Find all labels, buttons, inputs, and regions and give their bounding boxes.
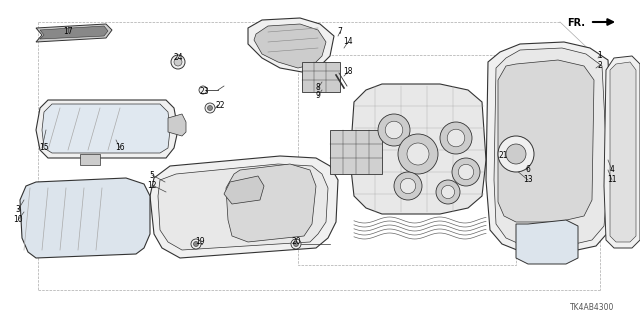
Polygon shape [248,18,334,72]
Polygon shape [254,24,326,68]
Circle shape [193,242,198,246]
Text: FR.: FR. [567,18,585,28]
Circle shape [440,122,472,154]
Polygon shape [610,62,636,242]
Text: 10: 10 [13,215,23,225]
Polygon shape [168,114,186,136]
Text: 6: 6 [525,165,531,174]
Circle shape [394,172,422,200]
Text: 7: 7 [337,28,342,36]
Circle shape [498,136,534,172]
Polygon shape [498,60,594,222]
Polygon shape [350,84,486,214]
Text: 13: 13 [523,175,533,185]
Circle shape [199,86,207,94]
Bar [302,62,340,92]
Text: 19: 19 [195,237,205,246]
Text: 23: 23 [199,87,209,97]
Text: 22: 22 [215,100,225,109]
Polygon shape [36,100,178,158]
Text: 14: 14 [343,37,353,46]
Circle shape [171,55,185,69]
Circle shape [291,239,301,249]
Circle shape [506,144,526,164]
Circle shape [398,134,438,174]
Polygon shape [224,176,264,204]
Text: 21: 21 [499,150,508,159]
Text: 16: 16 [115,143,125,153]
Text: 12: 12 [147,180,157,189]
Polygon shape [226,164,316,242]
Circle shape [447,129,465,147]
Text: 18: 18 [343,68,353,76]
Text: 15: 15 [39,143,49,153]
Bar [330,130,382,174]
Text: 8: 8 [316,84,321,92]
Polygon shape [604,56,640,248]
Polygon shape [36,24,112,42]
Text: 11: 11 [607,175,617,185]
Polygon shape [40,26,108,39]
Circle shape [436,180,460,204]
Text: TK4AB4300: TK4AB4300 [570,303,614,313]
Polygon shape [20,178,150,258]
Text: 1: 1 [598,51,602,60]
Polygon shape [494,48,608,246]
Polygon shape [486,42,614,252]
Circle shape [385,121,403,139]
Text: 24: 24 [173,53,183,62]
Circle shape [207,106,212,110]
Circle shape [400,178,416,194]
Text: 2: 2 [598,60,602,69]
Circle shape [174,58,182,66]
Circle shape [407,143,429,165]
Text: 20: 20 [291,237,301,246]
Text: 9: 9 [316,92,321,100]
Polygon shape [150,156,338,258]
Circle shape [378,114,410,146]
Circle shape [294,242,298,246]
Polygon shape [516,220,578,264]
Text: 4: 4 [609,165,614,174]
Circle shape [191,239,201,249]
Circle shape [458,164,474,180]
Circle shape [442,185,454,199]
Text: 3: 3 [15,205,20,214]
Circle shape [452,158,480,186]
Circle shape [205,103,215,113]
Polygon shape [42,104,170,153]
Bar [298,55,516,265]
Text: 17: 17 [63,28,73,36]
Polygon shape [80,154,100,165]
Text: 5: 5 [150,171,154,180]
Polygon shape [158,164,328,250]
